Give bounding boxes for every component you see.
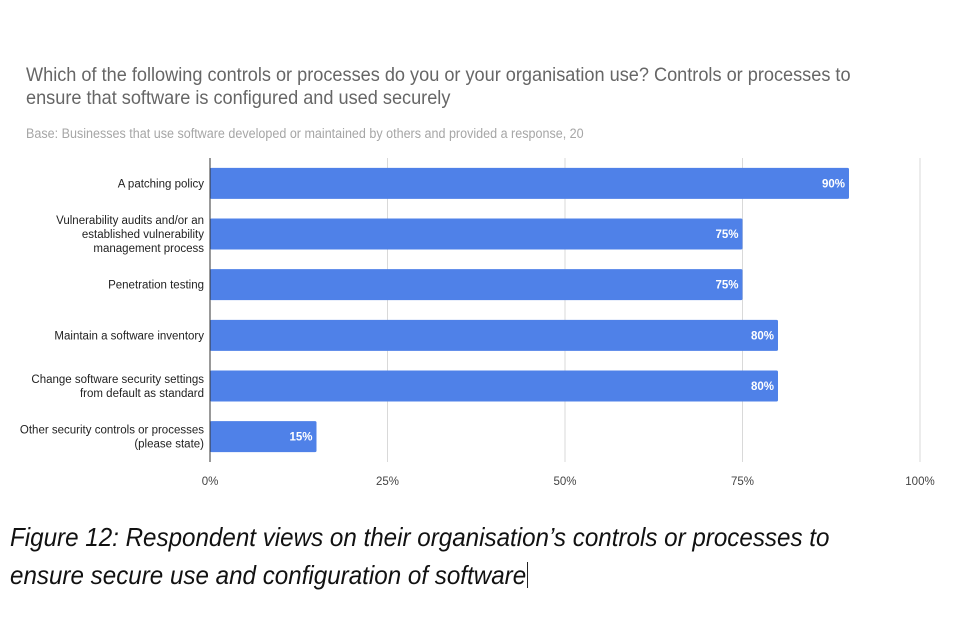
category-label: Change software security settings from de…: [31, 374, 204, 400]
bar: [210, 370, 778, 402]
category-label: Penetration testing: [108, 280, 204, 292]
x-tick-label: 75%: [731, 476, 754, 488]
x-tick-label: 50%: [553, 476, 576, 488]
chart-subtitle: Base: Businesses that use software devel…: [26, 126, 584, 141]
category-label: Maintain a software inventory: [54, 330, 204, 342]
bar-value-label: 15%: [289, 432, 312, 444]
bar-value-label: 80%: [751, 381, 774, 393]
figure-caption-text: Figure 12: Respondent views on their org…: [10, 522, 830, 590]
bars: [210, 167, 849, 453]
figure-caption: Figure 12: Respondent views on their org…: [10, 518, 884, 594]
labels: 0% 25% 50% 75% 100% 90% A patching policy 75% Vu…: [20, 178, 935, 488]
bar: [210, 269, 743, 301]
bar-value-label: 90%: [822, 178, 845, 190]
bar: [210, 421, 317, 453]
bar: [210, 319, 778, 351]
category-label: A patching policy: [118, 178, 205, 190]
text-cursor: [527, 562, 529, 588]
x-tick-label: 25%: [376, 476, 399, 488]
gridlines: [387, 158, 921, 462]
chart-title: Which of the following controls or proce…: [26, 64, 851, 109]
x-tick-label: 100%: [905, 476, 934, 488]
bar: [210, 167, 849, 199]
bar-value-label: 80%: [751, 330, 774, 342]
x-tick-label: 0%: [202, 476, 219, 488]
bar-value-label: 75%: [715, 280, 738, 292]
bar: [210, 218, 743, 250]
bar-value-label: 75%: [715, 229, 738, 241]
category-label: Other security controls or processes (ple…: [20, 425, 204, 451]
category-label: Vulnerability audits and/or an establishe…: [56, 215, 204, 255]
